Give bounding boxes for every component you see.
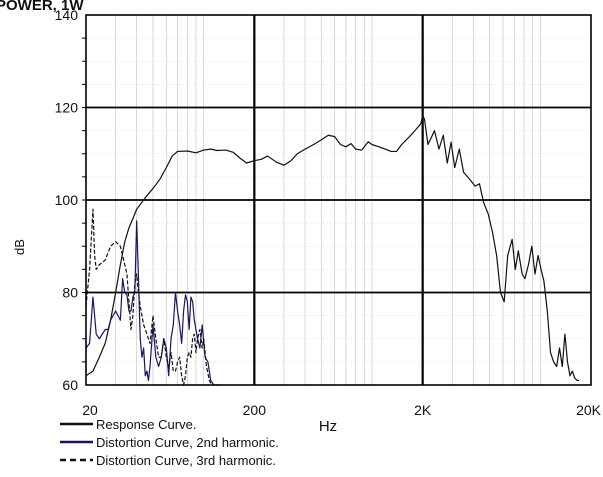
x-axis-label: Hz	[319, 418, 337, 435]
y-axis-ticks: 60 80 100 120 140	[55, 7, 79, 393]
series-line-2	[85, 220, 220, 386]
major-grid	[86, 15, 591, 385]
series-layer	[85, 115, 580, 386]
y-tick-label: 60	[62, 377, 78, 393]
x-axis-ticks: 20 200 2K 20K	[82, 402, 601, 418]
x-tick-label: 200	[243, 402, 267, 418]
x-tick-label: 20K	[576, 402, 602, 418]
y-tick-label: 120	[55, 100, 79, 116]
legend-label-1: Response Curve.	[96, 417, 196, 432]
legend: Response Curve. Distortion Curve, 2nd har…	[60, 417, 279, 468]
plot-frame	[82, 14, 592, 386]
chart-title: POWER, 1W	[0, 0, 84, 14]
y-tick-label: 140	[55, 7, 79, 23]
y-tick-label: 80	[62, 285, 78, 301]
x-tick-label: 2K	[414, 402, 432, 418]
y-tick-label: 100	[55, 192, 79, 208]
legend-label-2: Distortion Curve, 2nd harmonic.	[96, 435, 279, 450]
series-line-3	[85, 208, 213, 386]
legend-label-3: Distortion Curve, 3rd harmonic.	[96, 453, 276, 468]
series-line-1	[85, 115, 580, 381]
x-tick-label: 20	[82, 402, 98, 418]
y-axis-label: dB	[12, 239, 27, 255]
